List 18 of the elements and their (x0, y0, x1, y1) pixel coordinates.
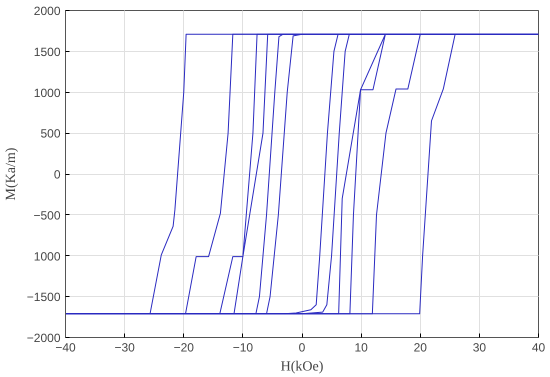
y-tick-label: 1000 (34, 86, 61, 100)
y-tick-label: 500 (40, 126, 61, 141)
x-tick-label: 20 (414, 340, 428, 354)
y-tick-label: 1000 (34, 249, 61, 264)
x-tick-label: −20 (174, 340, 194, 354)
y-axis-title: M(Ka/m) (4, 147, 19, 200)
x-axis-title: H(kOe) (280, 360, 324, 374)
x-tick-label: −10 (232, 340, 254, 354)
x-tick-label: 0 (298, 340, 306, 354)
x-tick-label: 40 (532, 340, 546, 354)
y-tick-label: 2000 (34, 4, 61, 18)
y-tick-label: 0 (54, 168, 61, 182)
x-tick-label: 30 (472, 340, 486, 354)
y-tick-label: −1500 (26, 290, 61, 304)
y-tick-label: −500 (33, 208, 61, 222)
y-tick-label: 1500 (34, 44, 61, 59)
x-tick-label: −30 (114, 340, 136, 354)
x-tick-label: 10 (354, 340, 368, 354)
